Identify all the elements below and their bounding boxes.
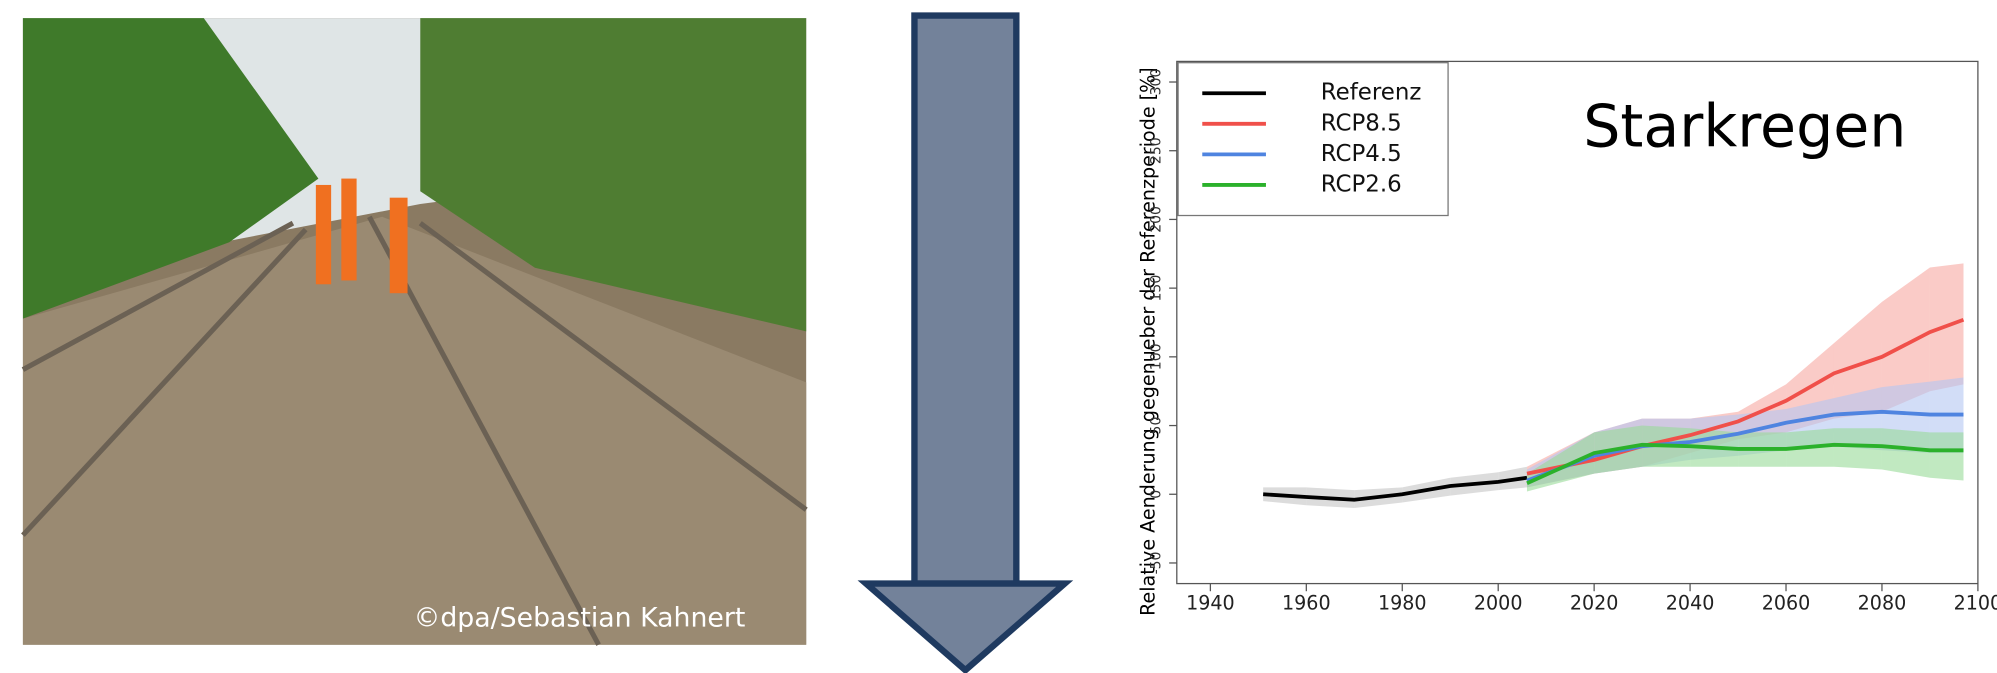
x-tick-label: 1960 [1282,591,1331,614]
x-tick-label: 2060 [1762,591,1811,614]
x-tick-label: 1980 [1378,591,1427,614]
photo-worker [341,179,356,281]
legend-label: Referenz [1321,80,1422,106]
arrow [866,16,1065,671]
x-tick-label: 2000 [1474,591,1523,614]
legend-label: RCP8.5 [1321,110,1402,136]
y-tick-label: 200 [1148,206,1164,233]
x-tick-label: 2040 [1666,591,1715,614]
uncertainty-band [1930,432,1964,480]
uncertainty-band [1882,428,1930,477]
chart-title: Starkregen [1583,92,1906,160]
photo: ©dpa/Sebastian Kahnert [23,18,806,645]
legend-label: RCP2.6 [1321,171,1402,197]
x-tick-label: 2020 [1570,591,1619,614]
y-tick-label: 100 [1148,343,1164,370]
photo-credit: ©dpa/Sebastian Kahnert [414,603,746,634]
x-tick-label: 2080 [1858,591,1907,614]
y-tick-label: 0 [1148,490,1164,499]
photo-worker [316,185,331,284]
arrow-shaft [914,16,1016,584]
y-tick-label: -50 [1148,552,1164,575]
photo-worker [390,198,408,294]
x-tick-label: 2100 [1954,591,1997,614]
uncertainty-band [1834,428,1882,469]
legend-label: RCP4.5 [1321,141,1402,167]
chart: Starkregen Relative Aenderung gegenueber… [1136,61,1997,616]
y-tick-label: 50 [1148,417,1164,435]
y-tick-label: 300 [1148,69,1164,96]
page: ©dpa/Sebastian Kahnert Starkregen Relati… [0,0,1997,673]
y-tick-label: 250 [1148,137,1164,164]
y-tick-label: 150 [1148,275,1164,302]
arrow-head [866,584,1065,671]
x-tick-label: 1940 [1186,591,1235,614]
